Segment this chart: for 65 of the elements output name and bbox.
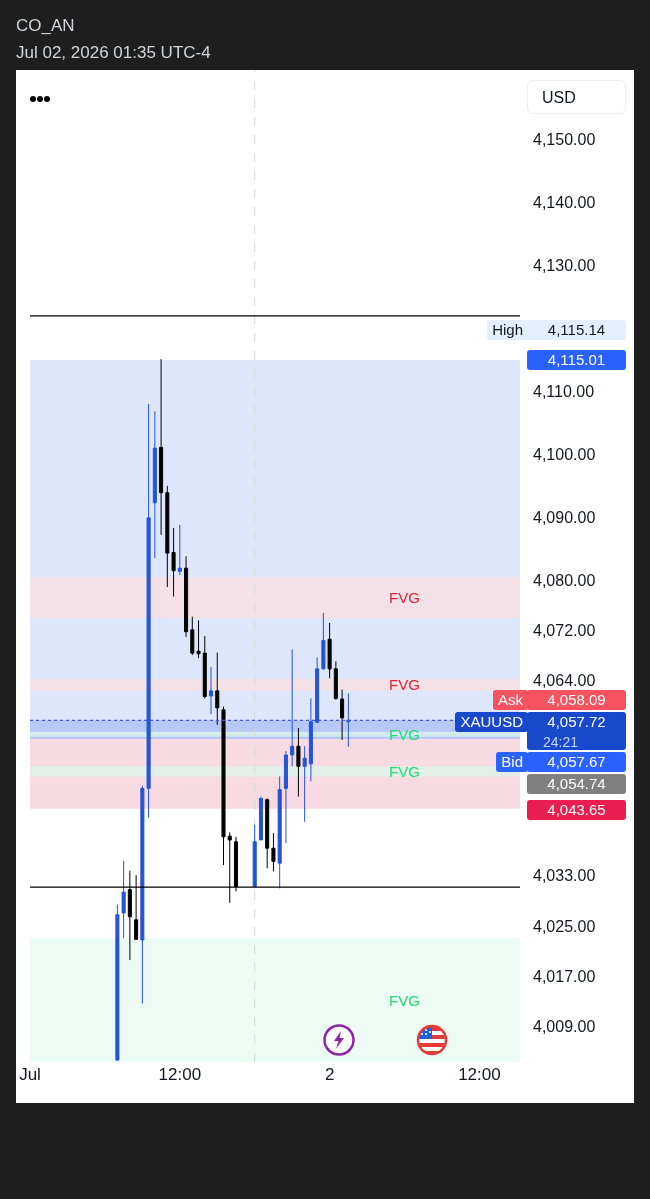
candlestick <box>115 904 120 1061</box>
band-label: FVG <box>389 676 420 693</box>
band-label: FVG <box>389 992 420 1009</box>
y-tick-label: 4,130.00 <box>533 257 596 275</box>
y-tick-label: 4,090.00 <box>533 508 596 526</box>
band-label: FVG <box>389 589 420 606</box>
candlestick <box>252 824 257 887</box>
y-tick-label: 4,025.00 <box>533 917 596 935</box>
candlestick <box>340 689 345 741</box>
text: 4,057.67 <box>527 752 626 772</box>
chart-title: CO_AN <box>16 16 75 36</box>
band-label: FVG <box>389 763 420 780</box>
candlestick <box>283 750 288 844</box>
annotation: High <box>487 320 528 340</box>
candlestick <box>321 612 326 670</box>
y-tick-label: 4,072.00 <box>533 622 596 640</box>
candlestick <box>333 660 338 701</box>
y-tick-label: 4,009.00 <box>533 1018 596 1036</box>
text: 4,043.65 <box>527 800 626 820</box>
x-tick-label: 2 <box>324 1065 335 1084</box>
x-tick-label: 12:00 <box>158 1065 202 1084</box>
text: 4,115.14 <box>527 320 626 340</box>
candlestick <box>290 648 295 767</box>
candlestick <box>152 411 157 559</box>
candlestick <box>202 635 207 699</box>
annotation: Ask <box>492 690 528 710</box>
candlestick <box>315 657 320 724</box>
candlestick <box>308 697 313 782</box>
candlestick <box>302 745 307 823</box>
annotation: Bid <box>496 752 528 772</box>
candlestick <box>265 797 270 869</box>
candlestick <box>327 622 332 679</box>
candlestick <box>277 775 282 889</box>
text: 4,054.74 <box>527 774 626 794</box>
candlestick <box>208 666 214 715</box>
y-tick-label: 4,150.00 <box>533 131 596 149</box>
text: 24:21 <box>542 733 580 752</box>
y-tick-label: 4,100.00 <box>533 445 596 463</box>
candlestick <box>177 524 182 576</box>
candlestick <box>215 651 220 726</box>
candlestick <box>346 692 351 748</box>
y-tick-label: 4,140.00 <box>533 194 596 212</box>
annotation: XAUUSD <box>455 712 528 732</box>
text: 4,057.72 <box>547 713 606 730</box>
candlestick <box>159 358 164 536</box>
y-tick-label: 4,064.00 <box>533 672 596 690</box>
candlestick <box>184 555 189 638</box>
candlestick <box>121 860 126 939</box>
x-tick-label: Jul <box>19 1065 41 1084</box>
candlestick <box>271 832 276 872</box>
text: 4,058.09 <box>527 690 626 710</box>
candlestick <box>196 619 201 659</box>
y-tick-label: 4,080.00 <box>533 571 596 589</box>
y-tick-label: 4,033.00 <box>533 867 596 885</box>
y-tick-label: 4,017.00 <box>533 968 596 986</box>
chart-subtitle: Jul 02, 2026 01:35 UTC-4 <box>16 43 211 63</box>
y-axis-title: USD <box>527 80 626 114</box>
candlestick <box>190 616 195 656</box>
y-tick-label: 4,110.00 <box>533 383 595 401</box>
candlestick <box>296 727 301 798</box>
candlestick <box>258 796 263 841</box>
x-tick-label: 12:00 <box>458 1065 501 1084</box>
candlestick <box>221 706 226 866</box>
band-label: FVG <box>389 726 420 743</box>
text: 4,115.01 <box>527 350 626 370</box>
